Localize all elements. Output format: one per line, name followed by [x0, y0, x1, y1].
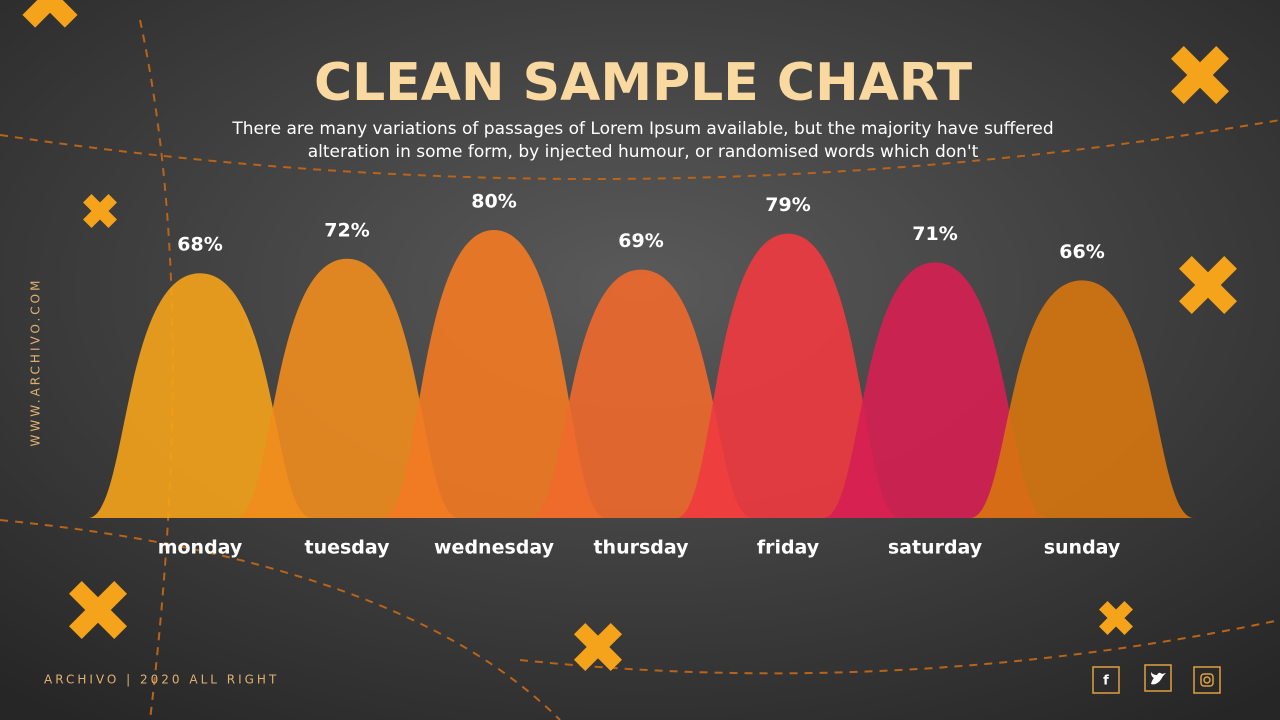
bell-bar — [235, 258, 459, 518]
value-label: 68% — [177, 234, 222, 256]
value-label: 80% — [471, 191, 516, 213]
category-label: thursday — [593, 537, 689, 559]
social-icons[interactable] — [1092, 664, 1221, 694]
side-text: WWW.ARCHIVO.COM — [29, 278, 43, 447]
bell-bar — [88, 273, 312, 518]
value-label: 69% — [618, 230, 663, 252]
category-label: monday — [158, 537, 243, 559]
footer: ARCHIVO | 2020 ALL RIGHT — [44, 673, 279, 687]
bell-bar — [823, 262, 1047, 518]
value-label: 66% — [1059, 241, 1104, 263]
value-label: 71% — [912, 223, 957, 245]
twitter-icon[interactable] — [1151, 672, 1166, 685]
category-label: tuesday — [304, 537, 390, 559]
category-label: friday — [757, 537, 820, 559]
bell-bar — [676, 233, 900, 518]
value-label: 79% — [765, 194, 810, 216]
subtitle: There are many variations of passages of… — [231, 119, 1053, 139]
facebook-icon[interactable]: f — [1103, 674, 1109, 689]
bell-bar — [970, 280, 1194, 518]
decor-crosses — [22, 0, 1237, 672]
category-label: sunday — [1044, 537, 1121, 559]
category-label: saturday — [888, 537, 983, 559]
bell-bar — [529, 269, 753, 518]
category-label: wednesday — [434, 537, 555, 559]
title: CLEAN SAMPLE CHART — [314, 53, 973, 113]
bell-bar — [382, 230, 606, 518]
value-label: 72% — [324, 219, 369, 241]
subtitle: alteration in some form, by injected hum… — [308, 142, 979, 162]
